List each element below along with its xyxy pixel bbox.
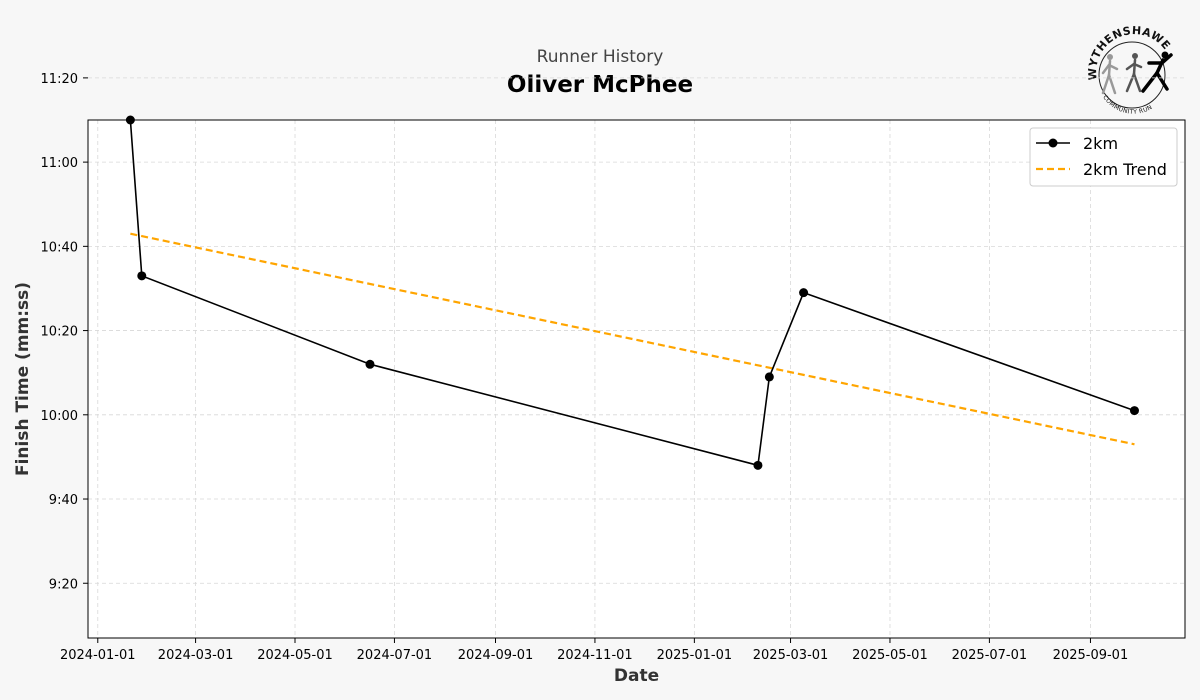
x-tick-label: 2024-07-01 bbox=[357, 648, 433, 663]
y-tick-label: 9:40 bbox=[49, 493, 78, 508]
x-tick-label: 2024-05-01 bbox=[257, 648, 333, 663]
data-point bbox=[137, 271, 147, 281]
legend-label: 2km Trend bbox=[1083, 160, 1167, 179]
chart-title: Oliver McPhee bbox=[506, 72, 694, 98]
y-tick-label: 10:00 bbox=[41, 409, 78, 424]
runners-logo-icon: WYTHENSHAWE COMMUNITY RUN bbox=[1086, 25, 1173, 116]
legend: 2km 2km Trend bbox=[1029, 127, 1178, 187]
trend-line bbox=[130, 232, 1135, 446]
data-point bbox=[1129, 406, 1139, 416]
y-tick-label: 10:20 bbox=[41, 325, 78, 340]
x-axis-label: Date bbox=[614, 666, 659, 686]
x-tick-label: 2025-07-01 bbox=[952, 648, 1028, 663]
y-axis-label: Finish Time (mm:ss) bbox=[13, 282, 33, 476]
legend-marker bbox=[1048, 138, 1058, 148]
x-tick-label: 2025-03-01 bbox=[753, 648, 829, 663]
y-tick-label: 11:00 bbox=[41, 156, 78, 171]
x-tick-label: 2024-11-01 bbox=[557, 648, 633, 663]
x-tick-label: 2024-01-01 bbox=[60, 648, 136, 663]
data-point bbox=[764, 372, 774, 382]
x-tick-label: 2025-05-01 bbox=[852, 648, 928, 663]
x-tick-label: 2025-09-01 bbox=[1053, 648, 1129, 663]
plot-area bbox=[87, 119, 1186, 639]
x-tick-label: 2025-01-01 bbox=[657, 648, 733, 663]
data-point bbox=[799, 288, 809, 298]
y-tick-label: 11:40 bbox=[41, 0, 78, 3]
data-point bbox=[365, 359, 375, 369]
y-tick-label: 9:20 bbox=[49, 577, 78, 592]
chart-subtitle: Runner History bbox=[536, 47, 664, 67]
y-tick-label: 10:40 bbox=[41, 240, 78, 255]
y-tick-label: 11:20 bbox=[41, 72, 78, 87]
data-point bbox=[125, 115, 135, 125]
legend-label: 2km bbox=[1083, 134, 1118, 153]
data-point bbox=[753, 460, 763, 470]
x-tick-label: 2024-03-01 bbox=[158, 648, 234, 663]
x-tick-label: 2024-09-01 bbox=[458, 648, 534, 663]
